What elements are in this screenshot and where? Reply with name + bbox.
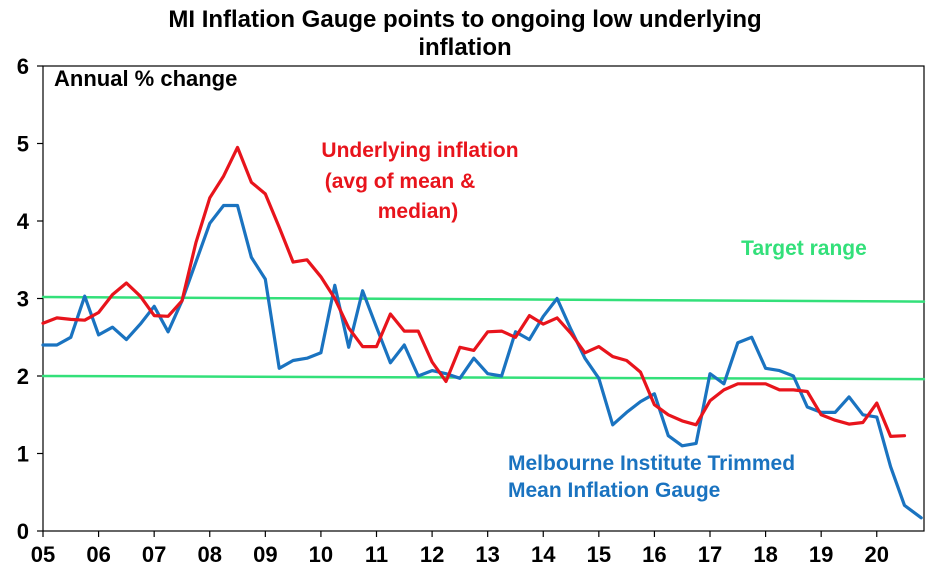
annotation-underlying-line-3: median) [378,200,459,223]
x-tick-label: 16 [642,542,666,567]
x-tick-label: 13 [475,542,499,567]
x-tick-label: 11 [365,542,388,567]
x-tick-label: 20 [865,542,889,567]
annotation-underlying-line-2: (avg of mean & [325,170,476,193]
annotation-mi-line-2: Mean Inflation Gauge [508,479,720,502]
x-tick-label: 10 [309,542,333,567]
target-lower-line [41,374,926,381]
x-tick-label: 09 [253,542,277,567]
x-tick-label: 05 [31,542,55,567]
unit-label: Annual % change [54,66,237,91]
mi-gauge-line [41,203,923,520]
chart-title-line-1: MI Inflation Gauge points to ongoing low… [168,6,761,33]
x-tick-label: 19 [809,542,833,567]
x-tick-label: 14 [531,542,556,567]
annotation-target-range: Target range [741,237,867,260]
x-tick-label: 17 [698,542,722,567]
series-layer [41,145,926,520]
y-tick-label: 4 [17,209,30,234]
x-tick-label: 12 [420,542,444,567]
y-tick-label: 2 [17,364,29,389]
y-tick-label: 0 [17,519,29,544]
x-tick-label: 18 [753,542,777,567]
annotation-mi-line-1: Melbourne Institute Trimmed [508,452,795,475]
y-tick-label: 5 [17,132,29,157]
x-tick-label: 07 [142,542,166,567]
annotation-mi: Melbourne Institute Trimmed Mean Inflati… [508,452,795,502]
x-tick-label: 15 [587,542,611,567]
underlying-inflation-line [41,145,907,438]
annotation-underlying: Underlying inflation (avg of mean & medi… [321,139,518,223]
x-tick-label: 08 [198,542,222,567]
annotation-underlying-line-1: Underlying inflation [321,139,518,162]
x-tick-label: 06 [86,542,110,567]
y-tick-label: 6 [17,54,29,79]
y-tick-label: 1 [17,442,29,467]
y-tick-label: 3 [17,287,29,312]
target-upper-line [41,295,926,303]
chart-title-line-2: inflation [418,34,511,61]
